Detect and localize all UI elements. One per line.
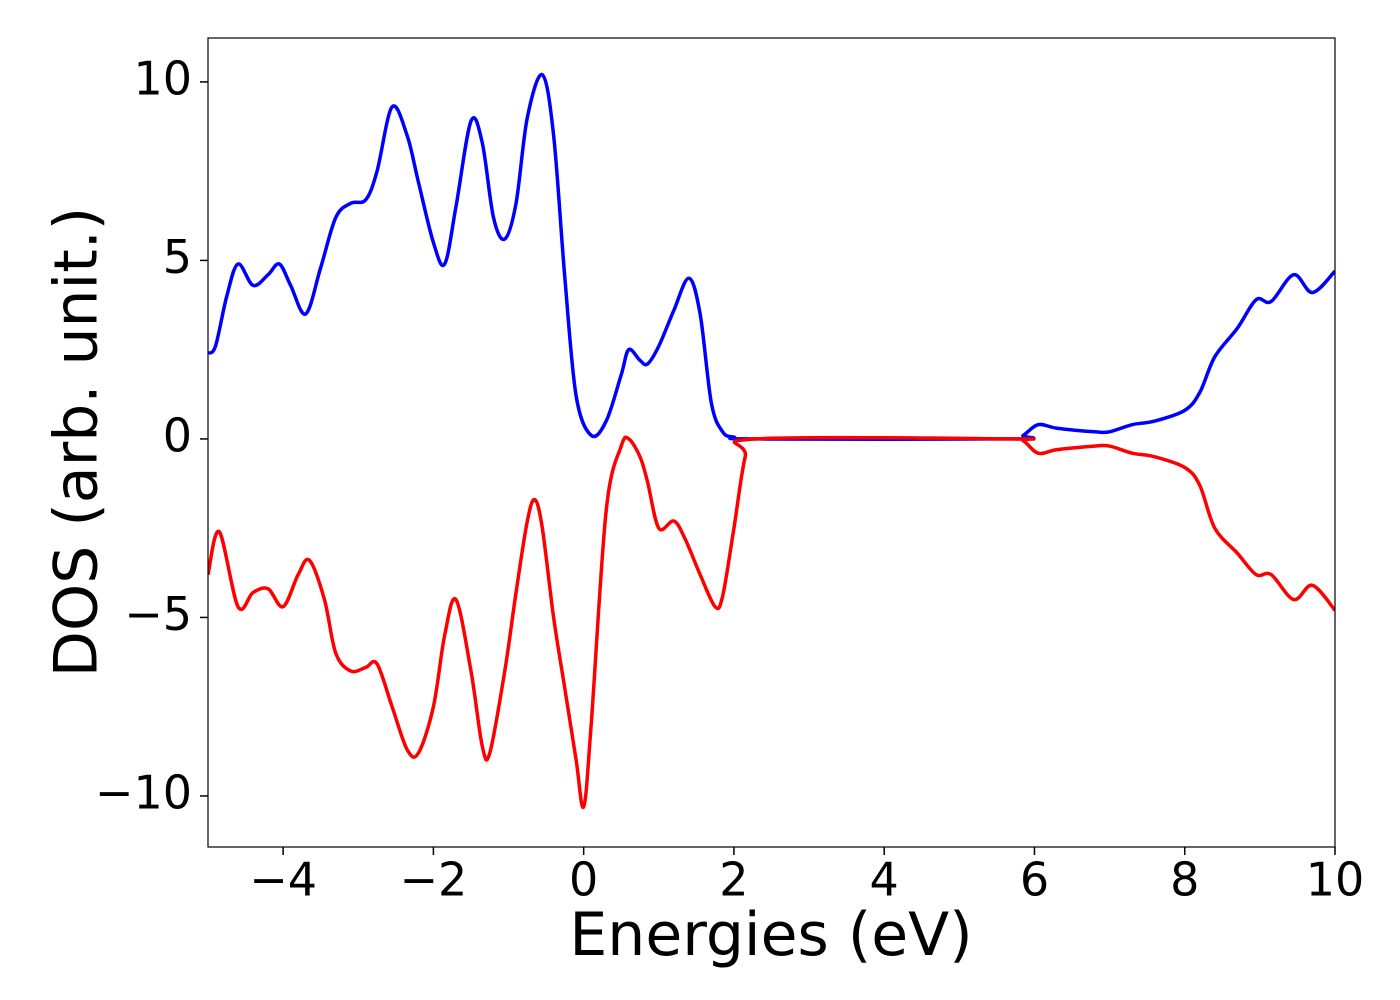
y-axis-label: DOS (arb. unit.) (42, 207, 112, 677)
dos-line (208, 435, 1335, 809)
x-tick-label: −4 (249, 853, 317, 907)
x-tick-label: 0 (569, 853, 598, 907)
y-tick-label: 5 (163, 230, 192, 284)
y-tick-label: −5 (124, 587, 192, 641)
x-axis-label: Energies (eV) (569, 900, 972, 970)
y-tick-label: 0 (163, 408, 192, 462)
x-tick-label: 8 (1170, 853, 1199, 907)
y-tick-label: 10 (133, 51, 192, 105)
x-tick-label: 6 (1020, 853, 1049, 907)
x-tick-label: 4 (870, 853, 899, 907)
x-tick-label: 10 (1306, 853, 1365, 907)
dos-line (208, 73, 1335, 442)
x-tick-label: −2 (399, 853, 467, 907)
x-tick-label: 2 (719, 853, 748, 907)
y-tick-label: −10 (95, 765, 192, 819)
plot-frame (207, 37, 1336, 848)
